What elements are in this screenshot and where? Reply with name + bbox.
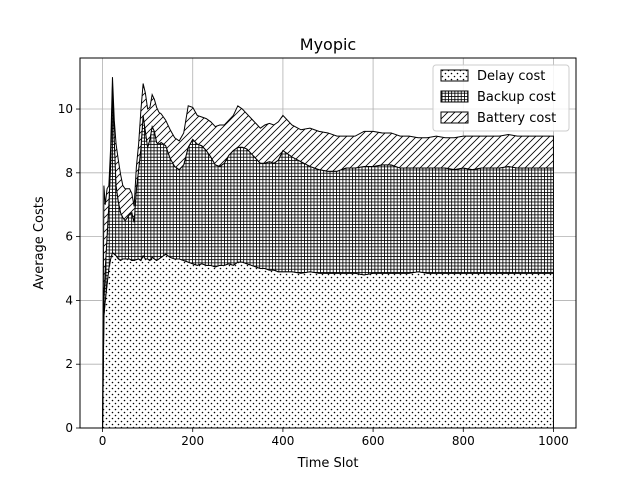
y-tick-label: 4 — [65, 293, 73, 307]
area-battery-cost — [102, 77, 554, 429]
area-delay-cost — [102, 251, 554, 429]
legend-label-delay-cost: Delay cost — [477, 69, 545, 84]
y-tick-label: 6 — [65, 230, 73, 244]
x-tick-label: 600 — [362, 434, 385, 448]
legend-swatch-battery-cost — [440, 111, 469, 124]
y-tick-label: 10 — [58, 102, 73, 116]
x-tick-label: 800 — [452, 434, 475, 448]
stacked-areas — [102, 77, 554, 429]
x-tick-label: 400 — [271, 434, 294, 448]
legend-label-backup-cost: Backup cost — [477, 90, 556, 105]
legend-label-battery-cost: Battery cost — [477, 111, 556, 126]
y-tick-label: 8 — [65, 166, 73, 180]
axis-ticks: 0 200 400 600 800 1000 0 2 4 6 8 10 — [58, 102, 569, 448]
y-tick-label: 0 — [65, 421, 73, 435]
x-tick-label: 1000 — [538, 434, 569, 448]
plot-frame — [79, 57, 577, 429]
legend-swatch-delay-cost — [440, 69, 469, 82]
legend-swatch-backup-cost — [440, 90, 469, 103]
y-tick-label: 2 — [65, 357, 73, 371]
y-axis-label: Average Costs — [32, 196, 47, 289]
chart-title: Myopic — [300, 35, 356, 54]
x-tick-label: 200 — [181, 434, 204, 448]
legend: Delay cost Backup cost Battery cost — [432, 64, 570, 132]
x-tick-label: 0 — [99, 434, 107, 448]
x-axis-label: Time Slot — [297, 456, 359, 471]
